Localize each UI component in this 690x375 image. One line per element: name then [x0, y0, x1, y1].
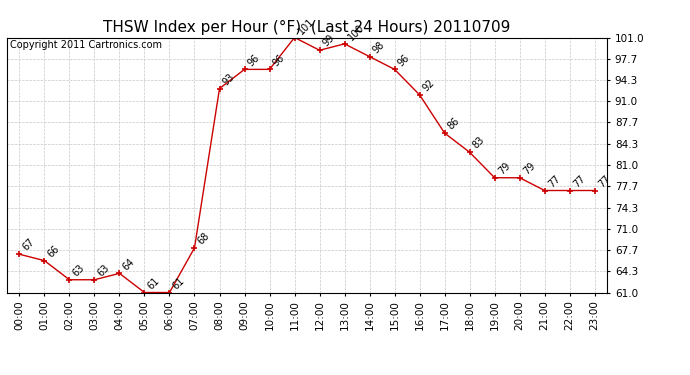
Text: 100: 100 — [346, 22, 366, 42]
Title: THSW Index per Hour (°F)  (Last 24 Hours) 20110709: THSW Index per Hour (°F) (Last 24 Hours)… — [104, 20, 511, 35]
Text: 63: 63 — [71, 262, 86, 278]
Text: 67: 67 — [21, 237, 37, 253]
Text: 77: 77 — [596, 173, 612, 189]
Text: 98: 98 — [371, 39, 386, 55]
Text: 66: 66 — [46, 243, 61, 259]
Text: 79: 79 — [496, 160, 512, 176]
Text: 79: 79 — [521, 160, 537, 176]
Text: 61: 61 — [146, 275, 161, 291]
Text: 99: 99 — [321, 33, 337, 49]
Text: 101: 101 — [296, 16, 316, 36]
Text: 86: 86 — [446, 116, 462, 132]
Text: Copyright 2011 Cartronics.com: Copyright 2011 Cartronics.com — [10, 40, 162, 50]
Text: 96: 96 — [396, 52, 412, 68]
Text: 96: 96 — [246, 52, 262, 68]
Text: 92: 92 — [421, 78, 437, 93]
Text: 83: 83 — [471, 135, 486, 151]
Text: 61: 61 — [171, 275, 186, 291]
Text: 64: 64 — [121, 256, 137, 272]
Text: 77: 77 — [571, 173, 587, 189]
Text: 77: 77 — [546, 173, 562, 189]
Text: 93: 93 — [221, 71, 237, 87]
Text: 68: 68 — [196, 231, 212, 246]
Text: 96: 96 — [271, 52, 286, 68]
Text: 63: 63 — [96, 262, 112, 278]
